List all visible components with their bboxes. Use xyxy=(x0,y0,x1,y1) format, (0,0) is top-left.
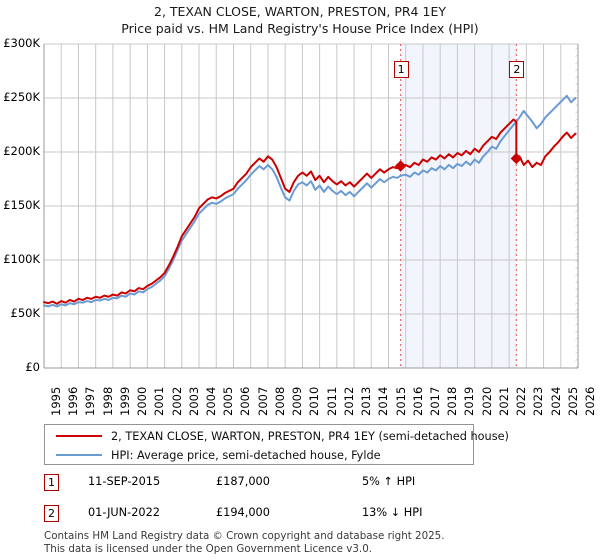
x-axis-tick-label: 2014 xyxy=(376,386,391,416)
sale-price-1: £187,000 xyxy=(216,475,270,488)
x-axis-tick-label: 2002 xyxy=(169,386,184,416)
x-axis-tick-label: 2012 xyxy=(341,386,356,416)
x-axis-tick-label: 1995 xyxy=(49,386,63,416)
legend-item-hpi: HPI: Average price, semi-detached house,… xyxy=(45,445,381,465)
chart-area: £0 £50K £100K £150K £200K £250K £300K 1 2 xyxy=(0,36,600,374)
x-axis-tick-label: 1999 xyxy=(117,386,132,416)
sale-badge-1: 1 xyxy=(44,474,59,491)
x-axis-tick-label: 2008 xyxy=(272,386,287,416)
x-axis-tick-label: 2003 xyxy=(186,386,201,416)
x-axis-labels: 1995 1996 1997 1998 1999 2000 2001 2002 2003 2004… xyxy=(0,372,600,418)
legend-swatch-price-paid xyxy=(56,435,102,437)
chart-legend: 2, TEXAN CLOSE, WARTON, PRESTON, PR4 1EY… xyxy=(44,424,509,465)
x-axis-tick-label: 2010 xyxy=(307,386,322,416)
y-axis-tick-label: £0 xyxy=(25,360,40,374)
x-axis-tick-label: 2007 xyxy=(255,386,270,416)
x-axis-tick-label: 2001 xyxy=(152,386,167,416)
sale-hpi-delta-1: 5% ↑ HPI xyxy=(362,475,416,488)
x-axis-tick-label: 2019 xyxy=(462,386,477,416)
plot-marker-badge-2[interactable]: 2 xyxy=(509,61,525,78)
legend-swatch-hpi xyxy=(56,454,102,456)
x-axis-tick-label: 2006 xyxy=(238,386,253,416)
x-axis-tick-label: 2000 xyxy=(135,386,150,416)
copyright-footer: Contains HM Land Registry data © Crown c… xyxy=(44,530,584,555)
x-axis-tick-label: 2023 xyxy=(531,386,546,416)
x-axis-tick-label: 1998 xyxy=(100,386,115,416)
legend-item-price-paid: 2, TEXAN CLOSE, WARTON, PRESTON, PR4 1EY… xyxy=(45,426,509,446)
x-axis-tick-label: 2024 xyxy=(548,386,563,416)
footer-line-1: Contains HM Land Registry data © Crown c… xyxy=(44,530,445,542)
sale-date-1: 11-SEP-2015 xyxy=(88,475,161,488)
price-history-line-chart xyxy=(43,43,579,369)
x-axis-tick-label: 1997 xyxy=(83,386,98,416)
x-axis-tick-label: 1996 xyxy=(66,386,81,416)
sale-price-2: £194,000 xyxy=(216,506,270,519)
y-axis-tick-label: £100K xyxy=(3,252,40,266)
x-axis-tick-label: 2020 xyxy=(479,386,494,416)
sale-record-2: 2 01-JUN-2022 £194,000 13% ↓ HPI xyxy=(44,505,504,525)
x-axis-tick-label: 2022 xyxy=(514,386,529,416)
sale-badge-2: 2 xyxy=(44,505,59,522)
sale-record-1: 1 11-SEP-2015 £187,000 5% ↑ HPI xyxy=(44,474,504,494)
legend-label-price-paid: 2, TEXAN CLOSE, WARTON, PRESTON, PR4 1EY… xyxy=(111,429,509,443)
x-axis-tick-label: 2009 xyxy=(290,386,305,416)
footer-line-2: This data is licensed under the Open Gov… xyxy=(44,542,373,555)
x-axis-tick-label: 2011 xyxy=(324,386,339,416)
y-axis-tick-label: £300K xyxy=(3,36,40,50)
y-axis-tick-label: £250K xyxy=(3,90,40,104)
x-axis-tick-label: 2016 xyxy=(410,386,425,416)
legend-label-hpi: HPI: Average price, semi-detached house,… xyxy=(111,448,381,462)
x-axis-tick-label: 2005 xyxy=(221,386,236,416)
x-axis-tick-label: 2025 xyxy=(565,386,580,416)
page-title: 2, TEXAN CLOSE, WARTON, PRESTON, PR4 1EY… xyxy=(0,3,600,37)
x-axis-tick-label: 2017 xyxy=(427,386,442,416)
title-line-2: Price paid vs. HM Land Registry's House … xyxy=(121,21,479,36)
title-line-1: 2, TEXAN CLOSE, WARTON, PRESTON, PR4 1EY xyxy=(154,4,446,19)
x-axis-tick-label: 2013 xyxy=(359,386,374,416)
x-axis-tick-label: 2004 xyxy=(204,386,219,416)
y-axis-tick-label: £200K xyxy=(3,144,40,158)
y-axis-tick-label: £150K xyxy=(3,198,40,212)
x-axis-tick-label: 2018 xyxy=(445,386,460,416)
x-axis-tick-label: 2021 xyxy=(496,386,511,416)
x-axis-tick-label: 2015 xyxy=(393,386,408,416)
sale-hpi-delta-2: 13% ↓ HPI xyxy=(362,506,423,519)
sale-date-2: 01-JUN-2022 xyxy=(88,506,160,519)
x-axis-tick-label: 2026 xyxy=(583,386,597,416)
y-axis-tick-label: £50K xyxy=(10,306,41,320)
plot-marker-badge-1[interactable]: 1 xyxy=(393,61,409,78)
